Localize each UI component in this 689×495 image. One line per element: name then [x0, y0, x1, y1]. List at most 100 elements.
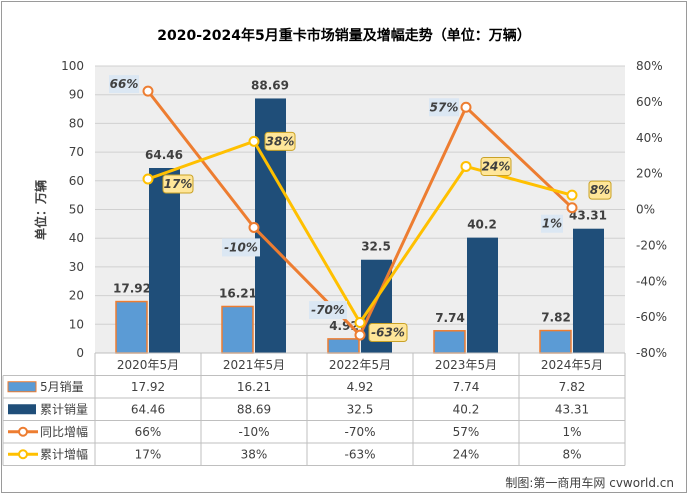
table-cell: 66% — [135, 425, 162, 439]
legend-label: 累计增幅 — [40, 446, 88, 461]
table-cell: 17.92 — [131, 380, 165, 394]
bar-monthly-sales — [433, 330, 466, 354]
table-cell: 32.5 — [347, 402, 374, 416]
x-tick-label: 2024年5月 — [541, 358, 603, 372]
label-box-cumulative-growth — [368, 323, 408, 343]
label-cumulative-growth: -63% — [371, 326, 405, 340]
y-tick-label: 90 — [69, 88, 84, 102]
point-yoy-growth — [460, 101, 472, 113]
table-cell: -70% — [344, 425, 375, 439]
table-cell: 88.69 — [237, 402, 271, 416]
legend-swatch — [8, 404, 36, 415]
table-cell: 7.82 — [559, 380, 586, 394]
point-yoy-growth — [142, 85, 154, 97]
bar-monthly-sales-label: 17.92 — [113, 282, 151, 296]
bar-monthly-sales — [115, 300, 148, 354]
y2-tick-label: -40% — [636, 274, 667, 288]
bar-cumulative-sales — [467, 237, 498, 353]
bar-cumulative-sales — [149, 167, 180, 353]
y2-tick-label: 80% — [636, 59, 663, 73]
y-tick-label: 10 — [69, 317, 84, 331]
label-box-cumulative-growth — [480, 156, 512, 176]
table-cell: 7.74 — [453, 380, 480, 394]
label-cumulative-growth: 38% — [266, 134, 295, 148]
label-yoy-growth: 1% — [542, 217, 562, 231]
bar-monthly-sales-label: 4.92 — [329, 319, 359, 333]
point-cumulative-growth — [354, 317, 366, 329]
table-cell: -63% — [344, 447, 375, 461]
label-yoy-growth: -10% — [224, 240, 258, 254]
y-tick-label: 20 — [69, 289, 84, 303]
table-cell: 4.92 — [347, 380, 374, 394]
bar-cumulative-sales-label: 40.2 — [467, 218, 497, 232]
x-tick-label: 2023年5月 — [435, 358, 497, 372]
y-tick-label: 50 — [69, 203, 84, 217]
table-cell: 17% — [135, 447, 162, 461]
y2-tick-label: 60% — [636, 95, 663, 109]
bar-monthly-sales-label: 7.82 — [541, 311, 571, 325]
point-yoy-growth — [354, 329, 366, 341]
table-cell: 40.2 — [453, 402, 480, 416]
y-tick-label: 40 — [69, 231, 84, 245]
y2-tick-label: 20% — [636, 167, 663, 181]
bar-cumulative-sales — [573, 228, 604, 353]
label-box-yoy-growth — [541, 214, 563, 233]
y-tick-label: 70 — [69, 145, 84, 159]
label-cumulative-growth: 17% — [164, 177, 193, 191]
y-axis-label: 单位：万辆 — [33, 180, 48, 240]
x-tick-label: 2022年5月 — [329, 358, 391, 372]
table-cell: 16.21 — [237, 380, 271, 394]
y-tick-label: 100 — [61, 59, 84, 73]
y2-tick-label: -60% — [636, 310, 667, 324]
label-box-cumulative-growth — [162, 174, 194, 194]
legend-marker — [18, 449, 28, 460]
label-yoy-growth: 66% — [110, 77, 139, 91]
table-cell: 38% — [241, 447, 268, 461]
point-cumulative-growth — [566, 189, 578, 201]
label-box-yoy-growth — [109, 75, 139, 94]
bar-cumulative-sales-label: 32.5 — [361, 240, 391, 254]
label-yoy-growth: 57% — [430, 100, 459, 114]
bar-monthly-sales-label: 16.21 — [219, 286, 257, 300]
y2-tick-label: -20% — [636, 238, 667, 252]
bar-monthly-sales — [221, 305, 254, 354]
label-box-cumulative-growth — [264, 131, 296, 151]
table-cell: 64.46 — [131, 402, 165, 416]
label-yoy-growth: -70% — [311, 303, 345, 317]
x-tick-label: 2021年5月 — [223, 358, 285, 372]
table-cell: 57% — [453, 425, 480, 439]
bar-monthly-sales-label: 7.74 — [435, 311, 465, 325]
table-cell: 24% — [453, 447, 480, 461]
table-cell: -10% — [238, 425, 269, 439]
y-tick-label: 60 — [69, 174, 84, 188]
label-cumulative-growth: 24% — [482, 159, 511, 173]
table-cell: 8% — [562, 447, 581, 461]
bar-cumulative-sales-label: 43.31 — [569, 209, 607, 223]
y2-tick-label: -80% — [636, 346, 667, 360]
bar-monthly-sales — [539, 329, 572, 354]
legend-marker — [18, 426, 28, 437]
legend-label: 5月销量 — [40, 380, 84, 394]
point-yoy-growth — [248, 221, 260, 233]
legend-swatch — [7, 381, 37, 393]
bar-cumulative-sales-label: 64.46 — [145, 148, 183, 162]
point-yoy-growth — [566, 202, 578, 214]
legend-label: 同比增幅 — [40, 424, 88, 439]
table-cell: 43.31 — [555, 402, 589, 416]
legend-label: 累计销量 — [40, 402, 88, 416]
point-cumulative-growth — [142, 173, 154, 185]
chart-title: 2020-2024年5月重卡市场销量及增幅走势（单位：万辆） — [157, 27, 530, 44]
table-cell: 1% — [562, 425, 581, 439]
x-tick-label: 2020年5月 — [117, 358, 179, 372]
bar-cumulative-sales-label: 88.69 — [251, 78, 289, 92]
y-tick-label: 0 — [76, 346, 84, 360]
y2-tick-label: 40% — [636, 131, 663, 145]
y-tick-label: 80 — [69, 116, 84, 130]
y-tick-label: 30 — [69, 260, 84, 274]
y2-tick-label: 0% — [636, 203, 655, 217]
label-box-cumulative-growth — [588, 180, 612, 200]
label-box-yoy-growth — [309, 301, 347, 320]
point-cumulative-growth — [460, 160, 472, 172]
bar-monthly-sales — [327, 338, 360, 354]
